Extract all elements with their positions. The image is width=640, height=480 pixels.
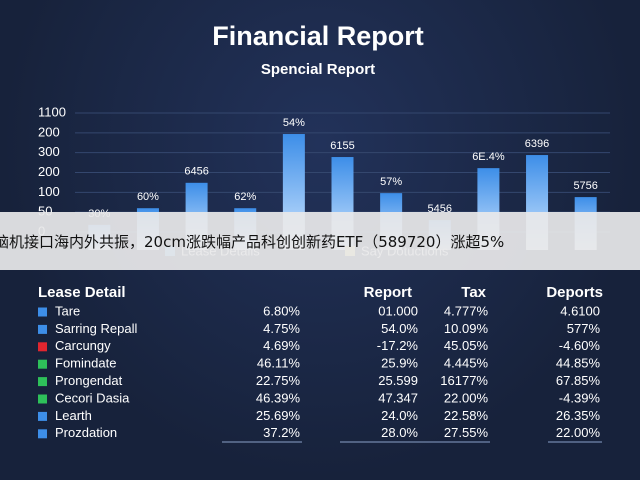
table-cell: 4.445% [444, 356, 489, 371]
y-tick-label: 200 [38, 164, 60, 179]
table-cell: 6.80% [263, 303, 300, 318]
table-cell: 27.55% [444, 425, 489, 440]
table-cell: 4.69% [263, 338, 300, 353]
data-label: 60% [137, 191, 159, 203]
table-header: Lease Detail [38, 284, 126, 301]
table-cell: 22.00% [444, 390, 489, 405]
table-cell: 37.2% [263, 425, 300, 440]
table-cell: 22.75% [256, 373, 301, 388]
table-cell: 67.85% [556, 373, 601, 388]
data-label: 62% [234, 191, 256, 203]
table-cell: -4.60% [559, 338, 601, 353]
row-swatch [38, 342, 47, 352]
table-cell: Cecori Dasia [55, 390, 130, 405]
row-swatch [38, 324, 47, 334]
y-tick-label: 1100 [38, 104, 66, 119]
banner-text: 脑机接口海内外共振，20cm涨跌幅产品科创创新药ETF（589720）涨超5% [0, 233, 505, 251]
table-cell: 26.35% [556, 408, 601, 423]
table-cell: 16177% [440, 373, 488, 388]
table-cell: Tare [55, 303, 80, 318]
data-label: 6E.4% [472, 151, 505, 163]
y-tick-label: 200 [38, 124, 60, 139]
table-header: Deports [546, 284, 603, 301]
table-cell: 10.09% [444, 321, 489, 336]
table-cell: Sarring Repall [55, 321, 137, 336]
table-cell: 44.85% [556, 356, 601, 371]
table-header: Report [364, 284, 412, 301]
table-cell: 22.58% [444, 408, 489, 423]
row-swatch [38, 411, 47, 421]
table-cell: 25.69% [256, 408, 301, 423]
table-cell: 46.39% [256, 390, 301, 405]
row-swatch [38, 394, 47, 404]
row-swatch [38, 377, 47, 387]
table-cell: 4.6100 [560, 303, 600, 318]
table-cell: Fomindate [55, 356, 116, 371]
chart-title: Financial Report [212, 21, 424, 51]
table-cell: Prongendat [55, 373, 123, 388]
y-tick-label: 300 [38, 144, 60, 159]
banner: 脑机接口海内外共振，20cm涨跌幅产品科创创新药ETF（589720）涨超5% [0, 212, 640, 270]
table-cell: 54.0% [381, 321, 418, 336]
table-cell: 577% [567, 321, 601, 336]
table-cell: 47.347 [378, 390, 418, 405]
table-cell: 45.05% [444, 338, 489, 353]
table-cell: Carcungy [55, 338, 111, 353]
table-cell: 28.0% [381, 425, 418, 440]
table-cell: 4.75% [263, 321, 300, 336]
table-cell: 22.00% [556, 425, 601, 440]
data-label: 6456 [184, 166, 208, 178]
table-cell: 25.599 [378, 373, 418, 388]
row-swatch [38, 359, 47, 369]
row-swatch [38, 429, 47, 439]
table-cell: Prozdation [55, 425, 117, 440]
data-label: 57% [380, 176, 402, 188]
data-label: 6155 [330, 140, 354, 152]
data-label: 5756 [573, 180, 597, 192]
data-label: 54% [283, 117, 305, 129]
table-cell: 4.777% [444, 303, 489, 318]
table-cell: 24.0% [381, 408, 418, 423]
table-cell: 25.9% [381, 356, 418, 371]
y-tick-label: 100 [38, 184, 60, 199]
table-cell: 46.11% [257, 356, 301, 371]
data-label: 6396 [525, 138, 549, 150]
chart-subtitle: Spencial Report [261, 61, 375, 78]
table-cell: -17.2% [377, 338, 419, 353]
table-header: Tax [461, 284, 486, 301]
table-cell: Learth [55, 408, 92, 423]
row-swatch [38, 307, 47, 317]
table-cell: -4.39% [559, 390, 601, 405]
table-cell: 01.000 [378, 303, 418, 318]
